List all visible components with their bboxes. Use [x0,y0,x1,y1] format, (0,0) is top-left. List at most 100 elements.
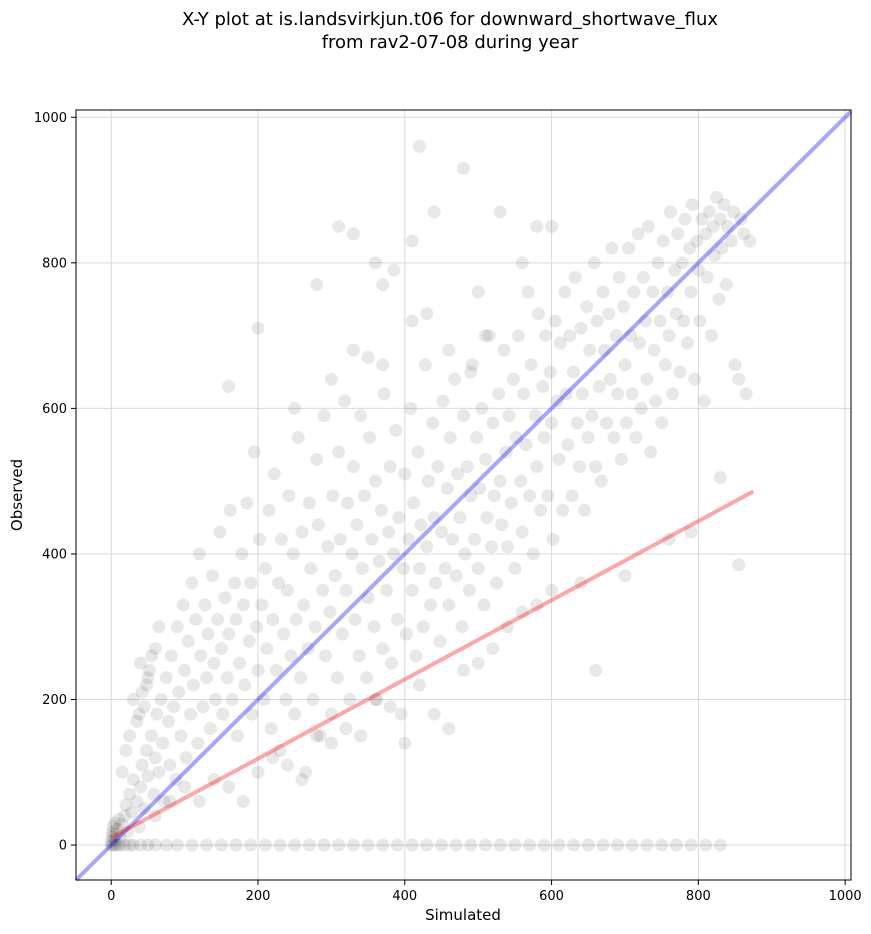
data-point-357 [663,205,677,219]
data-point-59 [113,831,127,845]
data-point-425 [339,722,353,736]
data-point-461 [288,401,302,415]
reference-lines [74,110,853,882]
data-point-420 [266,751,280,765]
data-point-422 [295,773,309,787]
data-point-275 [514,474,528,488]
data-point-239 [448,372,462,386]
data-point-429 [398,736,412,750]
data-point-31 [449,838,463,852]
data-point-188 [354,409,368,423]
data-point-208 [390,612,404,626]
data-point-166 [313,729,327,743]
data-point-232 [434,525,448,539]
data-point-460 [545,219,559,233]
data-point-66 [126,773,140,787]
data-point-223 [418,358,432,372]
data-point-455 [457,161,470,175]
data-point-49 [713,838,727,852]
data-point-365 [678,212,692,226]
data-point-249 [465,358,479,372]
y-tick-label-4: 800 [42,256,67,271]
data-point-381 [707,249,721,263]
data-point-99 [191,736,205,750]
data-point-440 [574,576,588,590]
data-point-25 [361,838,375,852]
data-point-261 [487,489,501,503]
data-point-10 [148,838,162,852]
data-point-311 [580,300,594,314]
data-point-97 [186,678,200,692]
data-point-201 [377,387,391,401]
data-point-71 [137,802,151,816]
data-point-407 [115,765,129,779]
data-point-211 [396,562,410,576]
data-point-409 [142,663,156,677]
data-point-62 [119,798,133,812]
data-point-93 [179,751,193,765]
data-point-415 [192,794,206,808]
data-point-299 [558,285,572,299]
data-point-20 [288,838,302,852]
data-point-16 [229,838,243,852]
data-point-324 [603,372,617,386]
data-point-307 [572,460,586,474]
data-point-334 [622,241,636,255]
data-point-135 [257,693,271,707]
data-point-443 [662,532,676,546]
data-point-325 [605,241,619,255]
data-point-44 [640,838,654,852]
data-point-155 [294,671,308,685]
data-point-5 [117,838,131,852]
data-point-6 [123,838,137,852]
data-point-114 [218,591,232,605]
data-point-283 [528,409,542,423]
data-point-358 [666,387,680,401]
data-point-308 [574,321,588,335]
data-point-269 [502,409,516,423]
data-point-278 [519,438,533,452]
data-point-281 [524,358,538,372]
chart-title-line-1: X-Y plot at is.landsvirkjun.t06 for down… [182,9,718,30]
data-point-185 [348,612,362,626]
data-point-36 [523,838,537,852]
data-point-386 [717,198,731,212]
data-point-250 [468,532,482,546]
data-point-115 [220,671,234,685]
data-point-86 [167,700,181,714]
data-point-424 [324,736,338,750]
data-point-220 [412,562,426,576]
data-point-151 [286,547,300,561]
data-point-134 [255,598,269,612]
data-point-450 [376,278,390,292]
data-point-204 [383,460,397,474]
data-point-462 [310,278,324,292]
data-point-35 [508,838,522,852]
data-point-363 [675,256,689,270]
x-tick-label-4: 800 [686,889,711,904]
data-point-387 [719,278,733,292]
data-point-228 [427,511,441,525]
data-point-434 [471,656,485,670]
data-point-388 [721,219,735,233]
data-point-11 [159,838,173,852]
data-point-165 [311,518,325,532]
data-point-355 [661,285,675,299]
data-point-200 [376,642,390,656]
data-point-262 [490,576,504,590]
data-point-68 [132,820,146,834]
data-point-439 [545,583,559,597]
data-point-243 [455,620,469,634]
data-point-159 [301,642,315,656]
data-point-149 [282,489,296,503]
data-point-17 [244,838,258,852]
data-point-457 [493,205,507,219]
y-tick-label-0: 0 [59,839,67,854]
data-point-70 [135,758,149,772]
data-point-304 [567,365,581,379]
data-point-73 [141,769,155,783]
data-point-162 [306,693,320,707]
data-point-410 [132,707,146,721]
data-point-352 [655,416,669,430]
data-point-237 [443,431,457,445]
